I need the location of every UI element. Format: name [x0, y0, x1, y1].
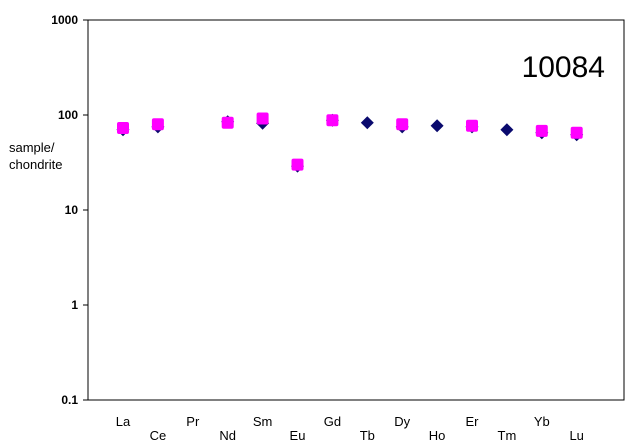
- x-category-label: Lu: [569, 428, 583, 443]
- x-axis: La Ce Pr Nd Sm Eu Gd Tb Dy Ho Er Tm Yb Lu: [116, 414, 584, 443]
- data-point-diamond: [430, 119, 444, 133]
- data-point-square: [535, 124, 548, 137]
- y-axis: 0.1 1 10 100 1000: [51, 13, 88, 407]
- x-category-label: Ho: [429, 428, 446, 443]
- y-label-line: sample/: [9, 140, 55, 155]
- data-point-square: [466, 119, 478, 132]
- data-point-diamond: [500, 123, 514, 137]
- data-point-diamond: [360, 116, 374, 130]
- x-category-label: Yb: [534, 414, 550, 429]
- sample-label: 10084: [522, 51, 605, 84]
- data-point-square: [117, 121, 129, 134]
- data-point-square: [570, 126, 583, 139]
- x-category-label: Pr: [186, 414, 200, 429]
- plot-area: [87, 19, 625, 401]
- x-category-label: Er: [466, 414, 480, 429]
- data-point-square: [151, 118, 164, 131]
- x-category-label: La: [116, 414, 131, 429]
- x-category-label: Gd: [324, 414, 341, 429]
- x-category-label: Tm: [498, 428, 517, 443]
- y-tick-label: 10: [65, 203, 79, 217]
- y-tick-label: 100: [58, 108, 78, 122]
- data-point-square: [396, 118, 409, 131]
- y-tick-label: 1000: [51, 13, 78, 27]
- x-category-label: Nd: [219, 428, 236, 443]
- y-axis-label: sample/chondrite: [9, 140, 62, 172]
- data-point-square: [221, 116, 234, 129]
- data-point-square: [291, 158, 304, 171]
- x-category-label: Eu: [290, 428, 306, 443]
- data-point-square: [256, 112, 269, 125]
- x-category-label: Dy: [394, 414, 410, 429]
- x-category-label: Tb: [360, 428, 375, 443]
- y-tick-label: 0.1: [61, 393, 78, 407]
- y-label-line: chondrite: [9, 157, 62, 172]
- data-points: [116, 112, 584, 173]
- y-tick-label: 1: [71, 298, 78, 312]
- x-category-label: Sm: [253, 414, 273, 429]
- data-point-square: [326, 114, 339, 127]
- x-category-label: Ce: [150, 428, 167, 443]
